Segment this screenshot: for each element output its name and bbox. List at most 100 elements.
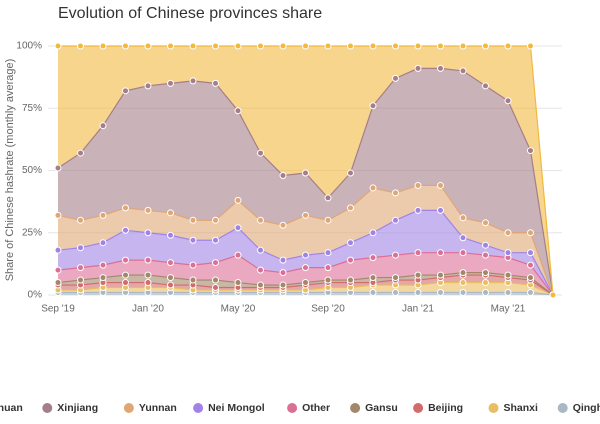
data-point <box>212 216 219 224</box>
data-point <box>504 249 512 257</box>
data-point <box>257 266 264 274</box>
legend-marker <box>350 403 361 413</box>
data-point <box>257 42 264 50</box>
data-point <box>504 97 512 105</box>
data-point <box>212 284 219 292</box>
data-point <box>234 251 242 259</box>
y-tick-label: 100% <box>16 41 42 52</box>
data-point <box>347 256 354 264</box>
data-point <box>527 249 534 257</box>
y-tick-label: 0% <box>28 290 43 301</box>
data-point <box>347 204 354 212</box>
data-point <box>189 276 197 284</box>
data-point <box>144 279 152 287</box>
data-point <box>369 274 377 282</box>
data-point <box>77 244 84 252</box>
data-point <box>212 79 219 87</box>
data-point <box>437 42 444 50</box>
data-point <box>167 274 174 282</box>
data-point <box>122 271 129 279</box>
data-point <box>392 289 399 297</box>
data-point <box>482 42 489 50</box>
data-point <box>189 216 197 224</box>
data-point <box>302 251 309 259</box>
data-point <box>459 42 467 50</box>
data-point <box>414 181 422 189</box>
data-point <box>234 279 242 287</box>
data-point <box>279 171 287 179</box>
legend-label: Qinghai <box>573 402 600 414</box>
data-point <box>167 209 174 217</box>
x-tick-label: Jan '21 <box>402 304 434 315</box>
data-point <box>324 264 332 272</box>
data-point <box>504 271 512 279</box>
data-point <box>77 216 84 224</box>
data-point <box>257 216 264 224</box>
data-point <box>189 261 197 269</box>
data-point <box>189 77 197 85</box>
data-point <box>189 42 197 50</box>
area-fill <box>58 68 553 295</box>
y-tick-label: 75% <box>22 103 42 114</box>
data-point <box>77 264 84 272</box>
x-tick-label: Jan '20 <box>132 304 164 315</box>
data-point <box>122 42 129 50</box>
data-point <box>302 264 309 272</box>
data-point <box>167 259 174 267</box>
data-point <box>77 42 84 50</box>
data-point <box>212 42 219 50</box>
data-point <box>527 229 534 237</box>
data-point <box>257 281 264 289</box>
data-point <box>279 269 287 277</box>
area-fill <box>58 210 553 295</box>
data-point <box>54 211 62 219</box>
data-point <box>234 42 242 50</box>
data-point <box>459 67 467 75</box>
data-point <box>234 107 242 115</box>
legend-marker <box>287 403 298 413</box>
data-point <box>504 289 512 297</box>
data-point <box>369 229 377 237</box>
data-point <box>279 256 287 264</box>
data-point <box>122 204 129 212</box>
data-point <box>122 256 129 264</box>
data-point <box>369 102 377 110</box>
data-point <box>302 42 309 50</box>
legend-label: Sichuan <box>0 402 23 414</box>
data-point <box>392 42 399 50</box>
data-point <box>482 82 489 90</box>
area-fill <box>58 282 553 295</box>
data-point <box>482 279 489 287</box>
data-point <box>527 274 534 282</box>
data-point <box>414 42 422 50</box>
data-point <box>167 231 174 239</box>
data-point <box>257 246 264 254</box>
data-point <box>437 181 444 189</box>
data-point <box>77 276 84 284</box>
data-point <box>459 289 467 297</box>
data-point <box>54 279 62 287</box>
data-point <box>144 42 152 50</box>
data-point <box>144 82 152 90</box>
legend-marker <box>488 403 499 413</box>
data-point <box>99 274 107 282</box>
legend-marker <box>193 403 204 413</box>
data-point <box>414 271 422 279</box>
data-point <box>527 261 534 269</box>
data-point <box>527 42 534 50</box>
data-point <box>504 42 512 50</box>
data-point <box>54 246 62 254</box>
data-point <box>347 276 354 284</box>
legend-label: Yunnan <box>139 402 177 414</box>
data-point <box>437 249 444 257</box>
data-point <box>144 229 152 237</box>
data-point <box>54 266 62 274</box>
legend-label: Nei Mongol <box>208 402 265 414</box>
data-point <box>392 216 399 224</box>
data-point <box>122 226 129 234</box>
data-point <box>54 42 62 50</box>
data-point <box>527 147 534 155</box>
data-point <box>302 169 309 177</box>
legend-marker <box>413 403 424 413</box>
